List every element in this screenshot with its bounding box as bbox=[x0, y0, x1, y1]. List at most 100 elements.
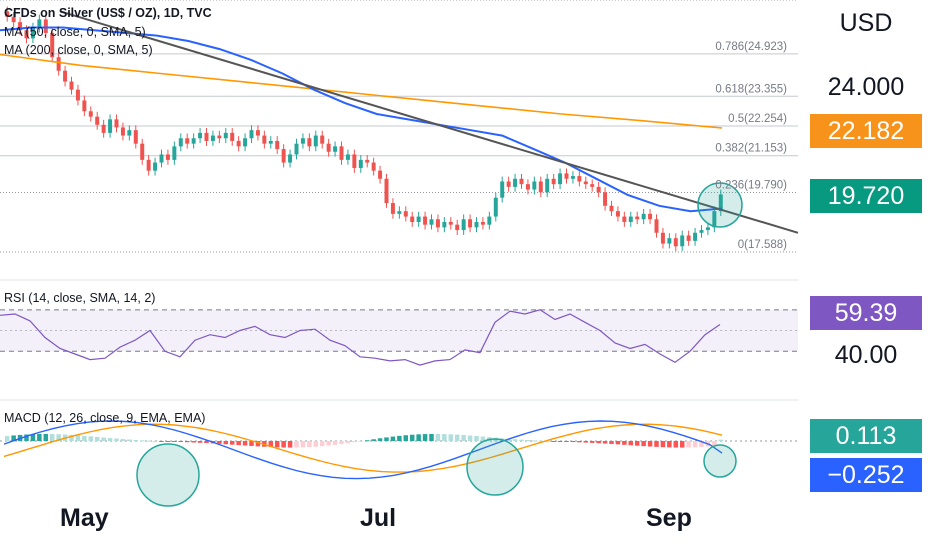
macd-histogram-bar bbox=[480, 436, 486, 441]
macd-histogram-bar bbox=[242, 441, 248, 446]
macd-histogram-bar bbox=[442, 434, 447, 441]
candle-body bbox=[30, 27, 35, 39]
macd-histogram-bar bbox=[679, 441, 685, 448]
macd-histogram-bar bbox=[139, 440, 145, 442]
candle-body bbox=[660, 232, 665, 244]
candle-body bbox=[628, 216, 633, 222]
candle-body bbox=[603, 192, 608, 206]
macd-histogram-bar bbox=[609, 441, 614, 444]
candle-body bbox=[654, 219, 659, 233]
macd-histogram-bar bbox=[56, 434, 61, 441]
candle-body bbox=[178, 138, 183, 147]
candle-body bbox=[198, 132, 203, 139]
candle-body bbox=[249, 130, 254, 139]
macd-histogram-bar bbox=[326, 441, 331, 446]
macd-histogram-bar bbox=[634, 441, 640, 446]
candle-body bbox=[583, 181, 588, 185]
candle-body bbox=[384, 178, 389, 204]
candle-body bbox=[82, 100, 87, 112]
macd-histogram-bar bbox=[332, 441, 338, 445]
highlight-circles bbox=[136, 182, 743, 507]
candle-body bbox=[378, 170, 383, 179]
candle-body bbox=[75, 89, 80, 101]
breakout-circle bbox=[697, 182, 743, 228]
candle-body bbox=[300, 138, 305, 144]
macd-histogram-bar bbox=[146, 440, 151, 442]
macd-histogram-bar bbox=[11, 435, 16, 441]
candle-body bbox=[243, 138, 248, 147]
macd-histogram-bar bbox=[82, 435, 87, 441]
candle-body bbox=[140, 143, 145, 160]
price-tick-24: 24.000 bbox=[827, 73, 905, 101]
candle-body bbox=[397, 211, 402, 214]
macd-histogram-bar bbox=[339, 441, 344, 445]
candle-body bbox=[358, 159, 363, 168]
candle-body bbox=[88, 111, 93, 117]
macd-histogram-bar bbox=[152, 440, 158, 442]
macd-histogram-bar bbox=[596, 441, 601, 444]
candle-body bbox=[435, 219, 440, 228]
candle-body bbox=[313, 135, 318, 147]
macd-histogram-bar bbox=[384, 437, 389, 441]
macd-histogram-bar bbox=[564, 441, 569, 442]
macd-cross-circle-2 bbox=[466, 438, 524, 496]
candle-body bbox=[281, 149, 286, 163]
macd-histogram-bar bbox=[654, 441, 659, 447]
macd-histogram-bar bbox=[178, 441, 184, 442]
macd-histogram-bar bbox=[429, 433, 434, 441]
candle-body bbox=[622, 216, 627, 222]
macd-histogram-bar bbox=[223, 441, 229, 445]
candles bbox=[5, 6, 723, 252]
ma50-line bbox=[0, 26, 723, 213]
macd-histogram-bar bbox=[589, 441, 595, 443]
macd-histogram-bar bbox=[172, 441, 177, 442]
candle-body bbox=[570, 176, 575, 179]
macd-histogram-bar bbox=[519, 439, 524, 441]
candle-body bbox=[108, 119, 113, 133]
candle-body bbox=[468, 219, 473, 228]
macd-histogram-bar bbox=[165, 441, 171, 442]
candle-body bbox=[410, 216, 415, 222]
rsi-40-tick: 40.00 bbox=[834, 341, 898, 369]
macd-histogram-bar bbox=[191, 441, 196, 443]
candle-body bbox=[275, 140, 280, 150]
candle-body bbox=[403, 211, 408, 217]
candle-body bbox=[365, 159, 370, 163]
macd-histogram-bar bbox=[525, 440, 531, 442]
ma200-line bbox=[0, 53, 723, 129]
candle-body bbox=[538, 181, 543, 193]
ma200-value-tag: 22.182 bbox=[810, 114, 922, 148]
candle-body bbox=[236, 140, 241, 147]
macd-histogram-bar bbox=[197, 441, 203, 443]
candle-body bbox=[294, 143, 299, 155]
fib-label-2: 0.618(23.355) bbox=[715, 83, 787, 95]
macd-histogram-bar bbox=[159, 441, 164, 442]
fib-label-5: 0.236(19.790) bbox=[715, 180, 787, 192]
macd-histogram-bar bbox=[647, 441, 653, 447]
macd-histogram-bar bbox=[364, 440, 370, 442]
candle-body bbox=[686, 235, 691, 241]
candle-body bbox=[699, 230, 704, 233]
macd-histogram-bar bbox=[294, 441, 299, 448]
macd-histogram-bar bbox=[641, 441, 646, 447]
candle-body bbox=[165, 154, 170, 160]
macd-histogram-bar bbox=[551, 441, 556, 442]
rsi-band bbox=[0, 309, 798, 352]
candle-body bbox=[345, 154, 350, 160]
candle-body bbox=[159, 154, 164, 163]
rsi-pane bbox=[0, 309, 798, 366]
candle-body bbox=[641, 213, 646, 220]
candle-body bbox=[551, 178, 556, 185]
macd-histogram-bar bbox=[133, 439, 139, 441]
macd-histogram-bar bbox=[512, 439, 518, 441]
macd-histogram-bar bbox=[101, 437, 106, 441]
candle-body bbox=[429, 219, 434, 225]
macd-histogram-bar bbox=[255, 441, 261, 447]
candle-body bbox=[146, 159, 151, 171]
candle-body bbox=[63, 70, 68, 82]
candle-body bbox=[230, 132, 235, 141]
candle-body bbox=[127, 130, 132, 136]
symbol-title: CFDs on Silver (US$ / OZ), 1D, TVC bbox=[4, 6, 212, 20]
candle-body bbox=[11, 16, 16, 23]
macd-histogram-bar bbox=[307, 441, 312, 448]
